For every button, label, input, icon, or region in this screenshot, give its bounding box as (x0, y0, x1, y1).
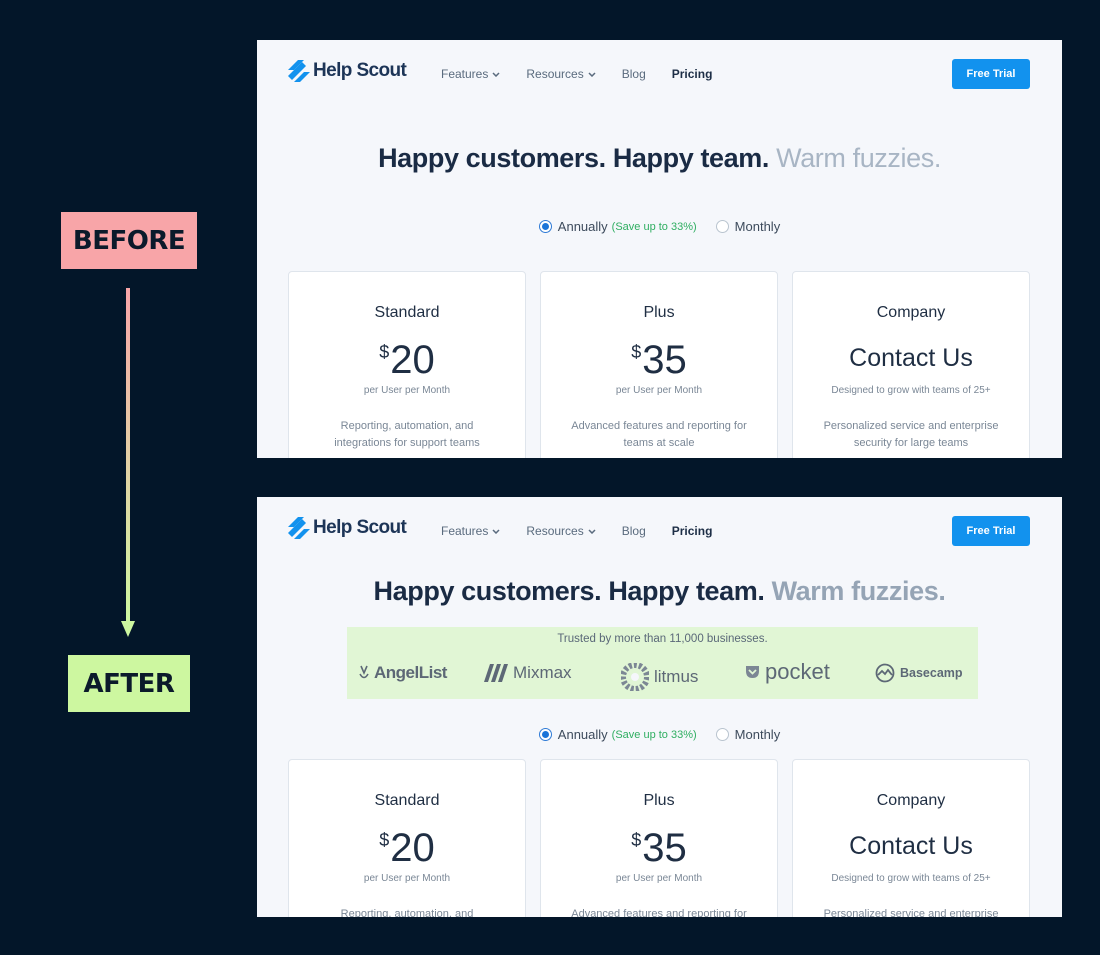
brand-pocket: pocket (745, 659, 830, 685)
nav-features[interactable]: Features (441, 67, 500, 81)
billing-toggle: Annually (Save up to 33%) Monthly (257, 219, 1062, 234)
plan-per: per User per Month (363, 385, 451, 396)
plan-card-company[interactable]: Company Contact Us Designed to grow with… (792, 759, 1030, 917)
plan-per: per User per Month (363, 873, 451, 884)
helpscout-logo-icon (288, 517, 310, 539)
page-headline: Happy customers. Happy team. Warm fuzzie… (378, 143, 941, 173)
brand-name: Help Scout (313, 60, 407, 81)
annual-label: Annually (557, 219, 608, 234)
plan-price: $20 (379, 338, 435, 382)
transition-arrow (126, 288, 130, 623)
nav-pricing[interactable]: Pricing (671, 67, 713, 81)
plan-contact: Contact Us (849, 344, 973, 372)
plan-name: Plus (643, 304, 675, 321)
plan-name: Company (876, 304, 946, 321)
plan-desc: Personalized service and enterprise secu… (823, 908, 999, 917)
plan-card-plus[interactable]: Plus $35 per User per Month Advanced fea… (540, 271, 778, 458)
after-label: AFTER (68, 655, 190, 712)
pricing-cards: Standard $20 per User per Month Reportin… (288, 271, 1030, 458)
arrow-head-icon (121, 621, 135, 637)
helpscout-logo[interactable]: Help Scout (288, 517, 407, 539)
annual-radio[interactable] (538, 220, 552, 233)
page-headline: Happy customers. Happy team. Warm fuzzie… (373, 576, 946, 606)
monthly-label: Monthly (734, 219, 781, 234)
top-nav: Help Scout Features Resources Blog Prici… (257, 497, 1062, 567)
before-screenshot: Help Scout Features Resources Blog Prici… (257, 40, 1062, 458)
plan-card-company[interactable]: Company Contact Us Designed to grow with… (792, 271, 1030, 458)
plan-price: $20 (379, 826, 435, 870)
nav-blog[interactable]: Blog (621, 524, 646, 538)
after-screenshot: Help Scout Features Resources Blog Prici… (257, 497, 1062, 917)
mixmax-logo-icon (484, 664, 508, 682)
billing-toggle: Annually (Save up to 33%) Monthly (257, 727, 1062, 742)
plan-desc: Reporting, automation, and integrations … (340, 908, 474, 917)
basecamp-logo-icon (875, 663, 895, 683)
nav-resources[interactable]: Resources (526, 524, 596, 538)
monthly-label: Monthly (734, 727, 781, 742)
trusted-logos-band: Trusted by more than 11,000 businesses. … (347, 627, 978, 699)
trusted-text: Trusted by more than 11,000 businesses. (557, 633, 768, 645)
plan-desc: Personalized service and enterprise secu… (823, 420, 999, 449)
top-nav: Help Scout Features Resources Blog Prici… (257, 40, 1062, 110)
chevron-down-icon (492, 71, 500, 77)
plan-desc: Advanced features and reporting for team… (571, 420, 747, 449)
annual-savings-note: (Save up to 33%) (611, 728, 697, 741)
nav-features[interactable]: Features (441, 524, 500, 538)
brand-angellist: AngelList (359, 663, 447, 683)
nav-resources[interactable]: Resources (526, 67, 596, 81)
plan-name: Company (876, 792, 946, 809)
monthly-radio[interactable] (715, 728, 729, 741)
nav-pricing[interactable]: Pricing (671, 524, 713, 538)
nav-blog[interactable]: Blog (621, 67, 646, 81)
brand-basecamp: Basecamp (875, 663, 963, 683)
plan-name: Standard (374, 792, 440, 809)
chevron-down-icon (588, 71, 596, 77)
before-label: BEFORE (61, 212, 197, 269)
plan-desc: Advanced features and reporting for team… (571, 908, 747, 917)
brand-mixmax: Mixmax (484, 663, 572, 683)
plan-contact: Contact Us (849, 832, 973, 860)
annual-label: Annually (557, 727, 608, 742)
helpscout-logo-icon (288, 60, 310, 82)
free-trial-button[interactable]: Free Trial (952, 516, 1030, 546)
monthly-radio[interactable] (715, 220, 729, 233)
pricing-cards: Standard $20 per User per Month Reportin… (288, 759, 1030, 917)
brand-litmus: litmus (621, 663, 698, 691)
plan-name: Plus (643, 792, 675, 809)
plan-price: $35 (631, 826, 687, 870)
annual-radio[interactable] (538, 728, 552, 741)
plan-per: per User per Month (615, 873, 703, 884)
plan-name: Standard (374, 304, 440, 321)
plan-per: Designed to grow with teams of 25+ (831, 873, 991, 884)
chevron-down-icon (588, 528, 596, 534)
angellist-logo-icon (359, 665, 369, 679)
chevron-down-icon (492, 528, 500, 534)
plan-per: per User per Month (615, 385, 703, 396)
helpscout-logo[interactable]: Help Scout (288, 60, 407, 82)
plan-card-standard[interactable]: Standard $20 per User per Month Reportin… (288, 759, 526, 917)
annual-savings-note: (Save up to 33%) (611, 220, 697, 233)
litmus-logo-icon (621, 663, 649, 691)
brand-name: Help Scout (313, 517, 407, 538)
pocket-logo-icon (746, 666, 759, 678)
plan-card-standard[interactable]: Standard $20 per User per Month Reportin… (288, 271, 526, 458)
plan-desc: Reporting, automation, and integrations … (334, 420, 480, 449)
plan-per: Designed to grow with teams of 25+ (831, 385, 991, 396)
free-trial-button[interactable]: Free Trial (952, 59, 1030, 89)
plan-price: $35 (631, 338, 687, 382)
plan-card-plus[interactable]: Plus $35 per User per Month Advanced fea… (540, 759, 778, 917)
